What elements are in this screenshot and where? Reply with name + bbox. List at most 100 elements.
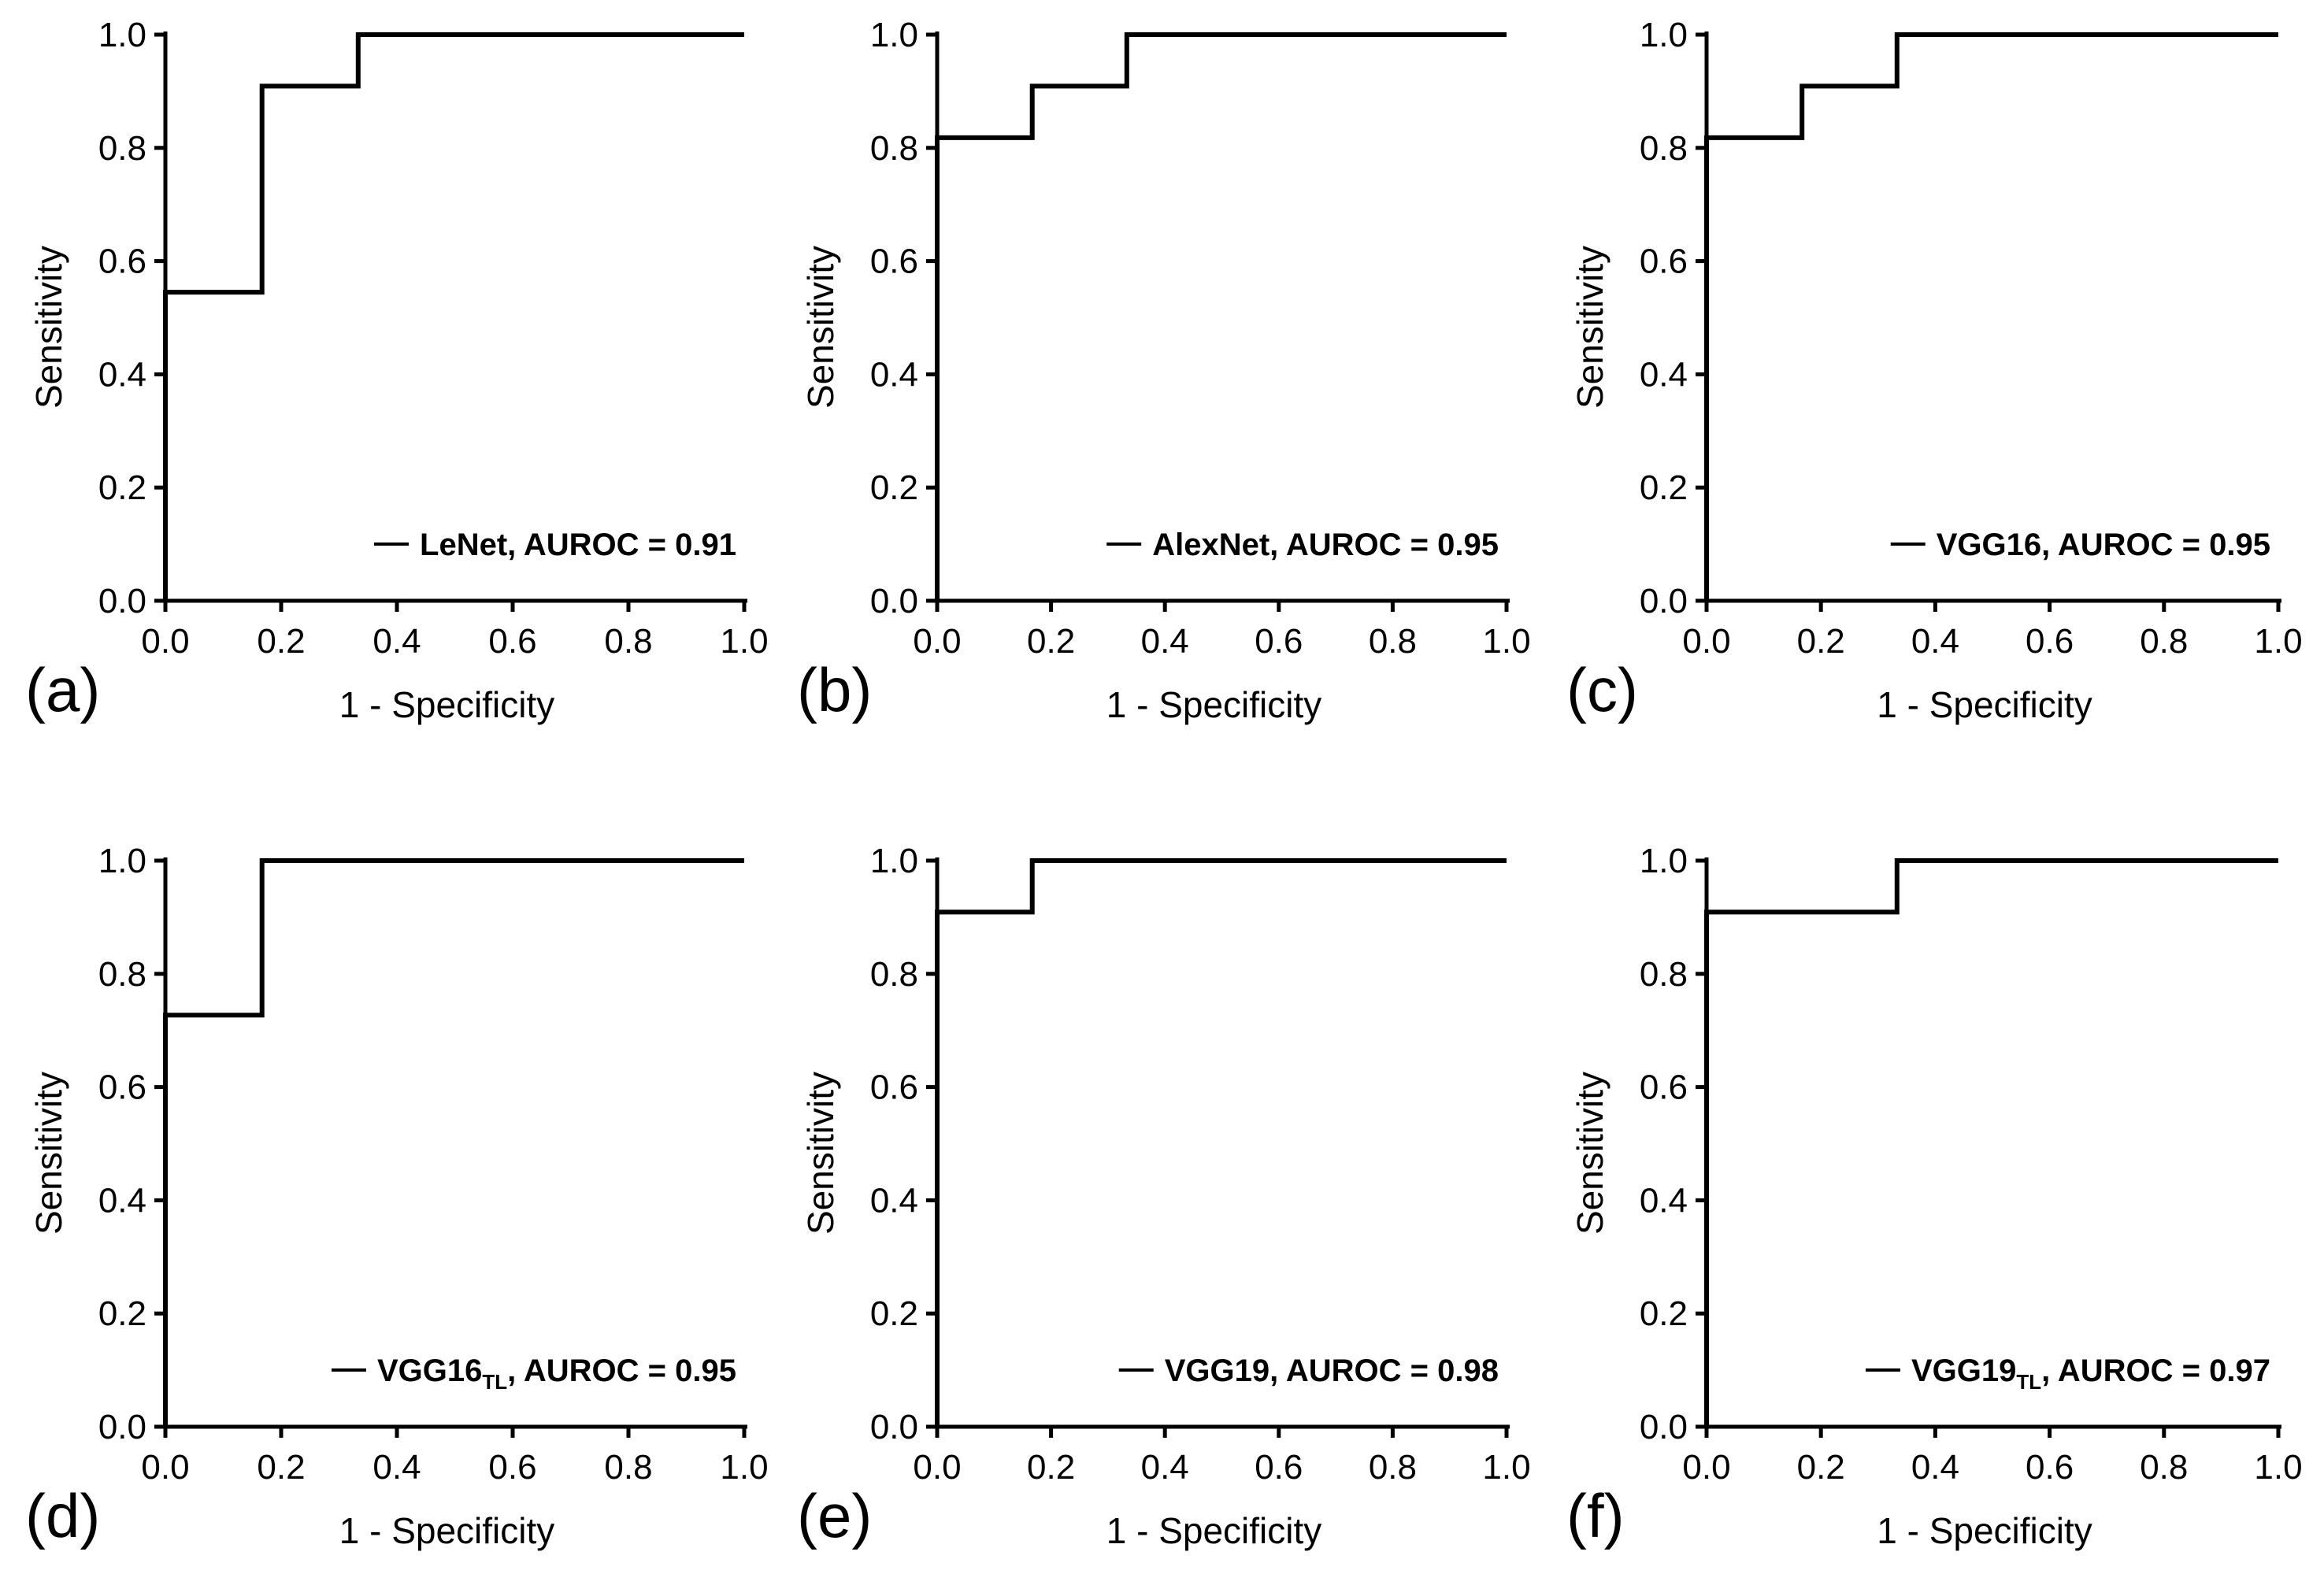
y-tick-label: 0.8 xyxy=(1640,955,1688,994)
y-axis-label: Sensitivity xyxy=(28,246,69,409)
x-axis-label: 1 - Specificity xyxy=(339,684,555,725)
x-tick-label: 1.0 xyxy=(2254,1448,2302,1487)
x-tick-label: 0.4 xyxy=(373,1448,421,1487)
y-axis-label: Sensitivity xyxy=(1570,1072,1610,1235)
roc-panel-b: 0.0 0.2 0.4 0.6 0.8 1.0 0.0 0.2 0.4 0.6 0.8 1.0 1 - … xyxy=(797,16,1531,725)
y-tick-label: 0.8 xyxy=(1640,129,1688,168)
y-tick-label: 0.0 xyxy=(870,582,918,620)
legend-auroc: , AUROC = 0.95 xyxy=(1269,528,1499,562)
y-tick-label: 0.6 xyxy=(870,243,918,281)
y-tick-label: 1.0 xyxy=(1640,16,1688,54)
roc-curve xyxy=(935,858,1507,1427)
x-tick-label: 0.8 xyxy=(2140,622,2188,661)
legend-label: AlexNet, AUROC = 0.95 xyxy=(1152,528,1499,562)
x-tick-label: 0.0 xyxy=(913,622,961,661)
legend: VGG19, AUROC = 0.98 xyxy=(1118,1354,1499,1388)
y-axis-label: Sensitivity xyxy=(28,1072,69,1235)
x-tick-label: 0.8 xyxy=(2140,1448,2188,1487)
y-tick-label: 0.6 xyxy=(1640,1068,1688,1107)
legend-auroc: , AUROC = 0.95 xyxy=(507,1354,736,1388)
y-axis-label: Sensitivity xyxy=(800,1072,841,1235)
x-tick-label: 0.6 xyxy=(1255,1448,1303,1487)
x-tick-label: 0.2 xyxy=(1027,1448,1075,1487)
y-tick-label: 0.8 xyxy=(870,129,918,168)
roc-panel-c: 0.0 0.2 0.4 0.6 0.8 1.0 0.0 0.2 0.4 0.6 0.8 1.0 1 - … xyxy=(1566,16,2303,725)
roc-curve xyxy=(163,32,744,601)
legend-label: VGG19TL, AUROC = 0.97 xyxy=(1911,1354,2270,1394)
x-tick-label: 1.0 xyxy=(1482,1448,1530,1487)
x-axis-label: 1 - Specificity xyxy=(1106,684,1322,725)
y-tick-label: 0.4 xyxy=(870,1181,918,1220)
legend: VGG16TL, AUROC = 0.95 xyxy=(331,1354,736,1394)
x-tick-label: 0.4 xyxy=(1141,1448,1189,1487)
y-tick-label: 0.4 xyxy=(1640,355,1688,394)
x-tick-label: 0.6 xyxy=(488,622,536,661)
x-tick-label: 0.6 xyxy=(2026,1448,2074,1487)
legend: LeNet, AUROC = 0.91 xyxy=(374,528,736,562)
legend-model-name: VGG19 xyxy=(1165,1354,1269,1388)
x-tick-label: 1.0 xyxy=(1482,622,1530,661)
y-tick-label: 0.0 xyxy=(1640,1408,1688,1446)
x-tick-label: 0.0 xyxy=(913,1448,961,1487)
y-tick-label: 1.0 xyxy=(1640,842,1688,880)
panel-label: (e) xyxy=(797,1481,872,1550)
roc-panel-d: 0.0 0.2 0.4 0.6 0.8 1.0 0.0 0.2 0.4 0.6 0.8 1.0 1 - … xyxy=(25,842,769,1551)
legend-model-subscript: TL xyxy=(2016,1370,2041,1394)
x-tick-label: 0.4 xyxy=(373,622,421,661)
x-tick-label: 0.4 xyxy=(1911,622,1959,661)
y-tick-label: 0.2 xyxy=(1640,1294,1688,1333)
x-tick-label: 0.0 xyxy=(1682,1448,1730,1487)
x-tick-label: 0.0 xyxy=(1682,622,1730,661)
roc-curve xyxy=(1704,858,2278,1427)
y-tick-label: 1.0 xyxy=(98,16,146,54)
roc-curve xyxy=(935,32,1507,601)
legend-label: LeNet, AUROC = 0.91 xyxy=(420,528,736,562)
y-tick-label: 0.0 xyxy=(98,1408,146,1446)
x-tick-label: 0.2 xyxy=(257,1448,305,1487)
y-tick-label: 0.4 xyxy=(98,1181,146,1220)
y-tick-label: 1.0 xyxy=(870,16,918,54)
x-axis-label: 1 - Specificity xyxy=(1106,1510,1322,1551)
y-tick-label: 0.0 xyxy=(98,582,146,620)
y-tick-label: 0.4 xyxy=(870,355,918,394)
roc-curve xyxy=(163,858,744,1427)
y-tick-label: 0.2 xyxy=(1640,468,1688,507)
y-tick-label: 0.8 xyxy=(870,955,918,994)
y-tick-label: 0.8 xyxy=(98,955,146,994)
x-tick-label: 0.2 xyxy=(1797,622,1845,661)
x-tick-label: 0.6 xyxy=(2026,622,2074,661)
y-tick-label: 0.8 xyxy=(98,129,146,168)
legend-label: VGG16, AUROC = 0.95 xyxy=(1937,528,2270,562)
x-tick-label: 0.8 xyxy=(1369,622,1417,661)
legend-label: VGG19, AUROC = 0.98 xyxy=(1165,1354,1499,1388)
roc-curve xyxy=(1704,32,2278,601)
legend: AlexNet, AUROC = 0.95 xyxy=(1106,528,1499,562)
panel-label: (c) xyxy=(1566,655,1638,724)
legend-auroc: , AUROC = 0.98 xyxy=(1269,1354,1499,1388)
y-tick-label: 0.2 xyxy=(870,1294,918,1333)
legend-model-subscript: TL xyxy=(482,1370,507,1394)
y-tick-label: 0.6 xyxy=(98,1068,146,1107)
y-tick-label: 0.0 xyxy=(1640,582,1688,620)
roc-panel-f: 0.0 0.2 0.4 0.6 0.8 1.0 0.0 0.2 0.4 0.6 0.8 1.0 1 - … xyxy=(1566,842,2303,1551)
x-tick-label: 0.0 xyxy=(141,1448,189,1487)
y-tick-label: 0.0 xyxy=(870,1408,918,1446)
y-tick-label: 0.2 xyxy=(98,468,146,507)
x-tick-label: 0.0 xyxy=(141,622,189,661)
legend-auroc: , AUROC = 0.91 xyxy=(507,528,736,562)
x-axis-label: 1 - Specificity xyxy=(1877,1510,2092,1551)
x-tick-label: 1.0 xyxy=(2254,622,2302,661)
y-tick-label: 0.4 xyxy=(1640,1181,1688,1220)
y-tick-label: 0.6 xyxy=(98,243,146,281)
x-tick-label: 0.8 xyxy=(1369,1448,1417,1487)
x-tick-label: 0.4 xyxy=(1911,1448,1959,1487)
panel-label: (d) xyxy=(25,1481,100,1550)
y-tick-label: 0.6 xyxy=(870,1068,918,1107)
x-axis-label: 1 - Specificity xyxy=(339,1510,555,1551)
legend-auroc: , AUROC = 0.95 xyxy=(2041,528,2270,562)
legend-model-name: VGG16 xyxy=(1937,528,2041,562)
x-tick-label: 0.6 xyxy=(488,1448,536,1487)
legend-model-name: VGG16 xyxy=(377,1354,482,1388)
y-tick-label: 0.2 xyxy=(98,1294,146,1333)
